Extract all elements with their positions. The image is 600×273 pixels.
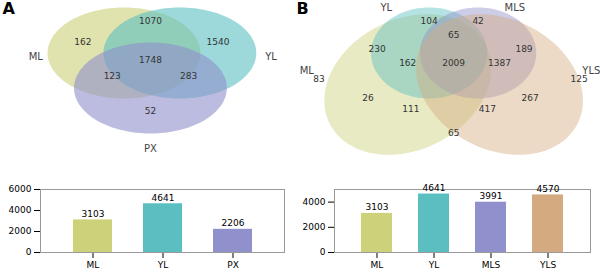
svg-text:4000: 4000	[303, 197, 326, 207]
svg-text:YL: YL	[379, 2, 392, 13]
svg-text:52: 52	[145, 106, 156, 116]
svg-text:4000: 4000	[9, 205, 32, 215]
svg-text:230: 230	[369, 44, 386, 54]
svg-text:PX: PX	[227, 260, 239, 270]
svg-text:0: 0	[26, 247, 32, 257]
svg-text:3103: 3103	[366, 202, 389, 212]
svg-text:1070: 1070	[139, 16, 162, 26]
svg-text:162: 162	[74, 37, 91, 47]
svg-text:3103: 3103	[82, 209, 105, 219]
svg-text:YL: YL	[157, 260, 169, 270]
svg-text:A: A	[3, 0, 16, 18]
svg-text:PX: PX	[144, 143, 157, 154]
svg-text:MLS: MLS	[505, 2, 526, 13]
svg-text:2206: 2206	[222, 218, 245, 228]
svg-text:111: 111	[402, 104, 419, 114]
svg-text:4641: 4641	[423, 183, 446, 193]
svg-text:2000: 2000	[9, 226, 32, 236]
svg-text:283: 283	[180, 71, 197, 81]
svg-text:MLS: MLS	[482, 260, 501, 270]
svg-text:1387: 1387	[488, 58, 511, 68]
svg-text:189: 189	[515, 44, 532, 54]
svg-text:4570: 4570	[537, 184, 560, 194]
svg-text:0: 0	[320, 247, 326, 257]
svg-text:83: 83	[313, 74, 324, 84]
svg-text:B: B	[297, 0, 309, 18]
svg-text:104: 104	[421, 16, 438, 26]
svg-text:417: 417	[479, 104, 496, 114]
svg-text:ML: ML	[87, 260, 100, 270]
svg-text:123: 123	[104, 71, 121, 81]
svg-text:1748: 1748	[139, 55, 162, 65]
svg-text:125: 125	[570, 74, 587, 84]
svg-text:ML: ML	[29, 51, 44, 62]
svg-text:6000: 6000	[9, 184, 32, 194]
svg-text:1540: 1540	[207, 37, 230, 47]
svg-text:26: 26	[362, 93, 374, 103]
svg-text:42: 42	[472, 16, 483, 26]
svg-text:65: 65	[448, 128, 459, 138]
svg-text:3991: 3991	[480, 191, 503, 201]
svg-text:ML: ML	[371, 260, 384, 270]
svg-text:162: 162	[399, 58, 416, 68]
svg-text:4641: 4641	[152, 193, 175, 203]
svg-text:65: 65	[448, 30, 459, 40]
svg-text:ML: ML	[300, 65, 315, 76]
svg-text:YL: YL	[428, 260, 440, 270]
svg-text:YL: YL	[264, 51, 277, 62]
svg-text:267: 267	[522, 93, 539, 103]
svg-text:YLS: YLS	[539, 260, 557, 270]
svg-text:2000: 2000	[303, 222, 326, 232]
svg-text:2009: 2009	[442, 58, 465, 68]
